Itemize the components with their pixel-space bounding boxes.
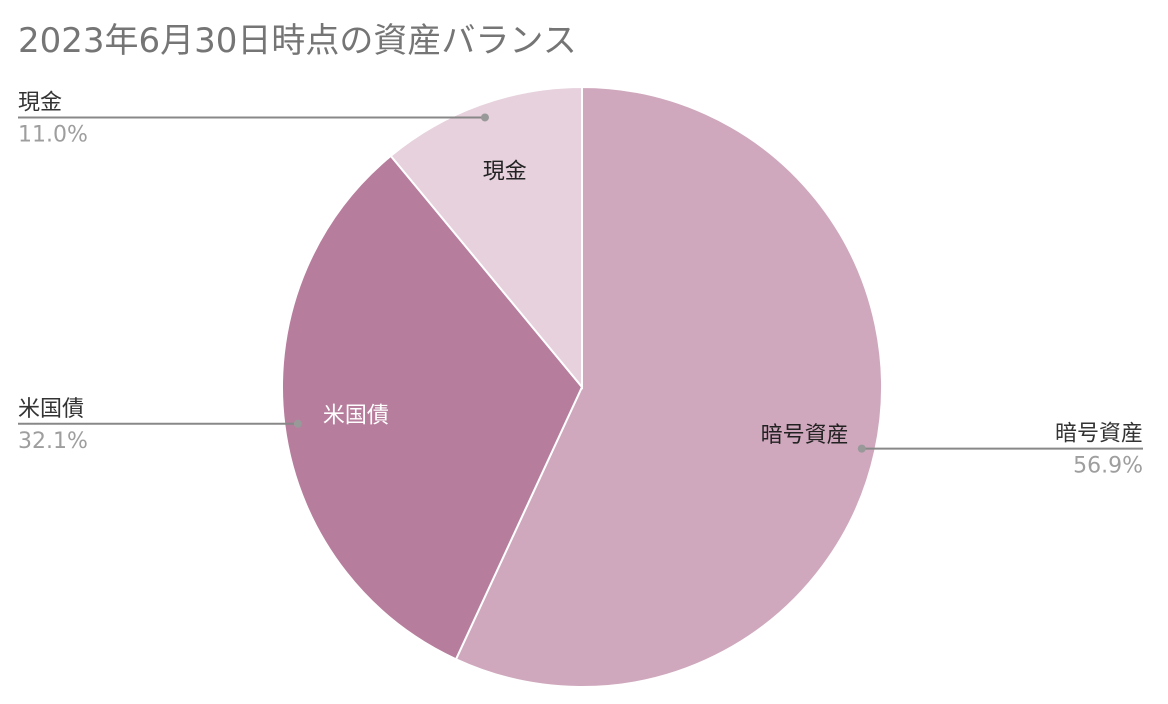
pie-slice xyxy=(389,85,583,390)
outer-value-label: 11.0% xyxy=(18,122,88,147)
slice-label: 米国債 xyxy=(323,403,389,428)
chart-title: 2023年6月30日時点の資産バランス xyxy=(18,21,577,61)
leader-dot xyxy=(293,419,302,428)
outer-category-label: 現金 xyxy=(18,90,62,115)
pie-slice xyxy=(454,85,883,688)
leader-dot xyxy=(480,113,489,122)
pie-slice xyxy=(281,154,584,661)
outer-category-label: 米国債 xyxy=(18,397,84,422)
outer-category-label: 暗号資産 xyxy=(1055,422,1143,447)
outer-value-label: 56.9% xyxy=(1073,454,1143,479)
slice-label: 暗号資産 xyxy=(761,423,849,448)
leader-dot xyxy=(857,444,866,453)
slice-label: 現金 xyxy=(483,159,527,184)
outer-value-label: 32.1% xyxy=(18,429,88,454)
